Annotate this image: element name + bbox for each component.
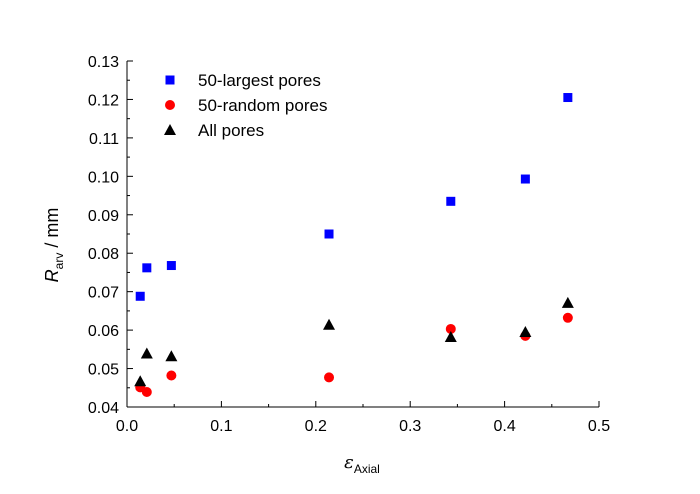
- series-circle: [135, 312, 573, 398]
- data-marks: [134, 93, 574, 398]
- y-axis-symbol: R: [42, 269, 62, 282]
- square-point: [135, 291, 145, 301]
- y-tick-label: 0.06: [88, 323, 119, 340]
- x-tick-label: 0.2: [305, 418, 327, 435]
- y-axis-unit: / mm: [42, 208, 62, 253]
- series-triangle: [134, 296, 574, 387]
- square-point: [563, 93, 573, 103]
- y-tick-label: 0.07: [88, 285, 119, 302]
- y-axis-label: Rarv / mm: [42, 208, 66, 283]
- triangle-point: [323, 318, 336, 330]
- square-point: [446, 196, 456, 206]
- y-tick-label: 0.05: [88, 362, 119, 379]
- x-axis-label: εAxial: [344, 452, 380, 476]
- triangle-point: [134, 375, 147, 387]
- y-tick-label: 0.09: [88, 208, 119, 225]
- x-tick-label: 0.1: [210, 418, 232, 435]
- ticks: 0.0 0.1 0.2 0.3 0.4 0.5 0.04 0.05 0.06 0.07 0.08 0.…: [88, 54, 610, 435]
- square-point: [166, 261, 176, 271]
- legend: 50-largest pores 50-random pores All pores: [164, 71, 327, 140]
- x-tick-label: 0.4: [493, 418, 515, 435]
- triangle-point: [444, 331, 457, 343]
- circle-point: [445, 323, 456, 334]
- triangle-point: [165, 350, 178, 362]
- y-axis-subscript: arv: [52, 253, 66, 270]
- series-square: [135, 93, 573, 301]
- legend-square-marker: [165, 75, 175, 85]
- y-tick-label: 0.10: [88, 169, 119, 186]
- y-tick-label: 0.12: [88, 92, 119, 109]
- square-point: [324, 229, 334, 239]
- triangle-point: [140, 347, 153, 359]
- x-tick-label: 0.3: [399, 418, 421, 435]
- square-point: [520, 174, 530, 184]
- legend-triangle-marker: [164, 124, 176, 135]
- circle-point: [562, 312, 573, 323]
- x-tick-label: 0.0: [116, 418, 138, 435]
- y-tick-label: 0.04: [88, 400, 119, 417]
- legend-label: 50-largest pores: [198, 71, 321, 90]
- circle-point: [324, 372, 335, 383]
- y-tick-label: 0.11: [89, 131, 119, 148]
- y-tick-label: 0.13: [88, 54, 119, 71]
- circle-point: [166, 370, 177, 381]
- square-point: [142, 263, 152, 273]
- triangle-point: [561, 296, 574, 308]
- x-tick-label: 0.5: [588, 418, 610, 435]
- triangle-point: [519, 326, 532, 338]
- legend-label: All pores: [198, 121, 264, 140]
- legend-circle-marker: [165, 100, 175, 110]
- y-tick-label: 0.08: [88, 246, 119, 263]
- x-axis-symbol: ε: [344, 452, 354, 473]
- legend-label: 50-random pores: [198, 96, 327, 115]
- x-axis-subscript: Axial: [354, 462, 380, 476]
- circle-point: [141, 387, 152, 398]
